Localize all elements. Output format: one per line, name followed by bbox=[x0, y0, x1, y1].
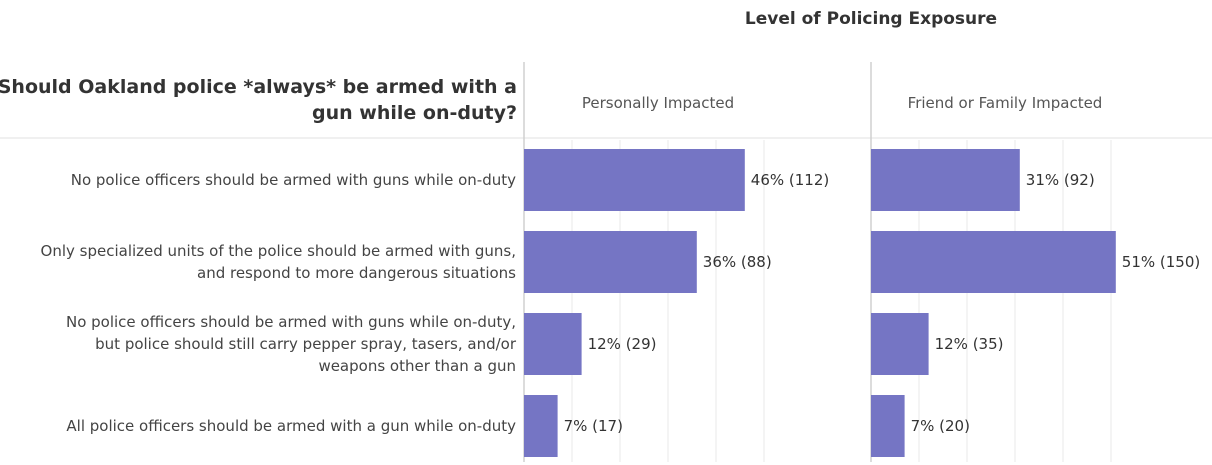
category-label: No police officers should be armed with … bbox=[66, 313, 516, 331]
data-label: 12% (35) bbox=[935, 335, 1004, 353]
bar bbox=[524, 231, 697, 293]
category-label: but police should still carry pepper spr… bbox=[95, 335, 517, 353]
data-label: 12% (29) bbox=[588, 335, 657, 353]
category-label: Only specialized units of the police sho… bbox=[41, 242, 516, 260]
question-line-2: gun while on-duty? bbox=[312, 102, 517, 124]
data-label: 36% (88) bbox=[703, 253, 772, 271]
bar bbox=[871, 149, 1020, 211]
data-label: 51% (150) bbox=[1122, 253, 1200, 271]
question-line-1: Should Oakland police *always* be armed … bbox=[0, 76, 517, 98]
panel-header-personally-impacted: Personally Impacted bbox=[582, 94, 734, 112]
plot-area: Personally Impacted 46% (112) 36% (88) 12% … bbox=[0, 62, 1212, 462]
bar bbox=[871, 313, 929, 375]
data-label: 7% (17) bbox=[564, 417, 623, 435]
data-label: 31% (92) bbox=[1026, 171, 1095, 189]
category-label: weapons other than a gun bbox=[318, 357, 516, 375]
data-label: 7% (20) bbox=[911, 417, 970, 435]
panel-header-friend-family-impacted: Friend or Family Impacted bbox=[908, 94, 1103, 112]
category-label: and respond to more dangerous situations bbox=[197, 264, 516, 282]
bar bbox=[524, 395, 558, 457]
chart-title: Level of Policing Exposure bbox=[745, 9, 997, 29]
category-label: No police officers should be armed with … bbox=[71, 171, 516, 189]
data-label: 46% (112) bbox=[751, 171, 829, 189]
bar bbox=[524, 313, 582, 375]
bar bbox=[871, 395, 905, 457]
category-label: All police officers should be armed with… bbox=[66, 417, 516, 435]
bar bbox=[871, 231, 1116, 293]
bar bbox=[524, 149, 745, 211]
